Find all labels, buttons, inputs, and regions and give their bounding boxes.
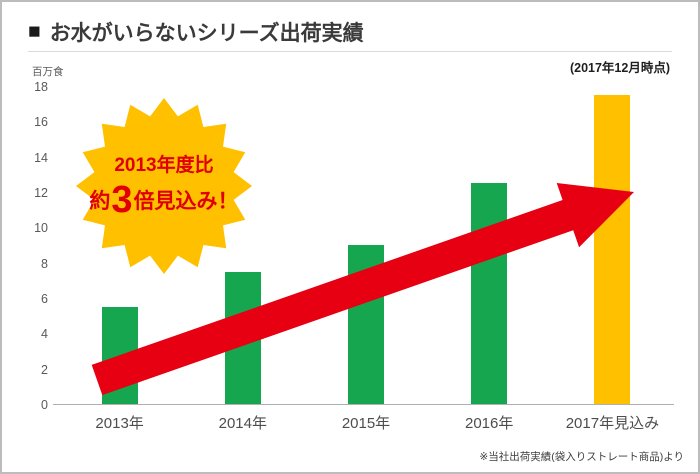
bar: [224, 271, 261, 404]
bar: [594, 94, 631, 404]
x-tick-label: 2017年見込み: [565, 415, 660, 432]
y-tick-label: 0: [41, 398, 48, 412]
x-tick-label: 2016年: [465, 415, 514, 432]
y-tick-label: 8: [41, 256, 48, 271]
y-axis-unit-label: 百万食: [32, 66, 64, 78]
bar: [101, 306, 138, 404]
y-tick-label: 14: [34, 150, 48, 165]
title-divider: [28, 51, 672, 52]
bar: [471, 183, 508, 404]
badge-line2: 約 3 倍見込み！: [89, 178, 239, 221]
footnote: ※当社出荷実績(袋入りストレート商品)より: [479, 451, 684, 463]
x-axis-labels: 2013年 2014年 2015年 2016年 2017年見込み: [58, 412, 674, 436]
title-bullet-icon: ■: [28, 20, 41, 43]
badge-line2-big-number: 3: [111, 178, 133, 221]
badge-text: 2013年度比 約 3 倍見込み！: [74, 96, 254, 276]
y-tick-label: 12: [34, 186, 48, 200]
badge-line2-prefix: 約: [89, 189, 111, 213]
y-axis: 18 16 14 12 10 8 6 4 2 0: [14, 80, 48, 412]
starburst-badge: 2013年度比 約 3 倍見込み！: [74, 96, 254, 276]
y-tick-label: 4: [41, 327, 48, 342]
y-tick-label: 16: [34, 115, 48, 130]
y-tick-label: 10: [34, 221, 48, 236]
y-tick-label: 18: [34, 80, 48, 94]
badge-line2-suffix: 倍見込み！: [133, 189, 239, 213]
badge-line1: 2013年度比: [114, 155, 214, 176]
x-tick-label: 2013年: [95, 415, 144, 432]
x-axis-line: [53, 404, 674, 405]
page-header: ■ お水がいらないシリーズ出荷実績: [28, 17, 364, 47]
x-tick-label: 2015年: [341, 415, 391, 432]
x-tick-label: 2014年: [218, 415, 267, 432]
bar: [348, 245, 384, 404]
page-title: お水がいらないシリーズ出荷実績: [49, 22, 364, 45]
as-of-date: (2017年12月時点): [569, 61, 670, 75]
y-tick-label: 2: [41, 362, 48, 377]
y-tick-label: 6: [41, 292, 48, 306]
